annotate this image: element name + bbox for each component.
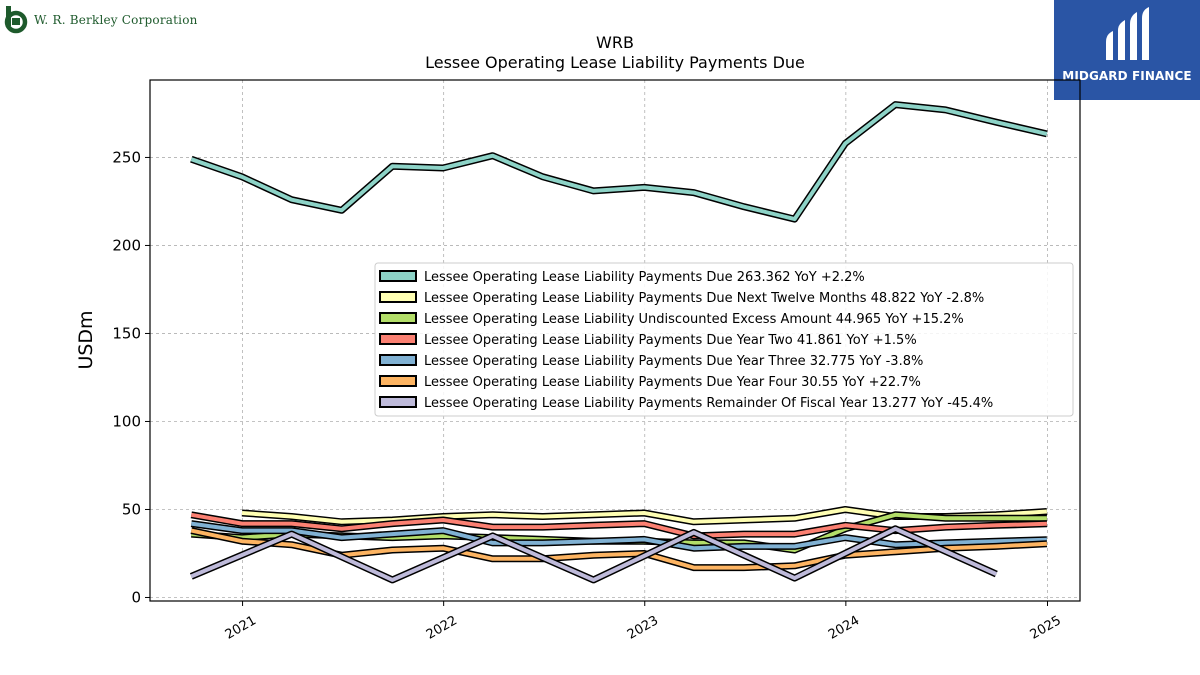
legend-swatch xyxy=(379,375,417,387)
legend-entry: Lessee Operating Lease Liability Payment… xyxy=(379,396,993,411)
legend-label: Lessee Operating Lease Liability Payment… xyxy=(424,270,865,285)
legend-entry: Lessee Operating Lease Liability Payment… xyxy=(379,375,921,390)
legend-label: Lessee Operating Lease Liability Payment… xyxy=(424,375,921,390)
series-outline xyxy=(190,101,1048,223)
series-line-7 xyxy=(189,525,998,584)
x-tick-label: 2023 xyxy=(625,613,661,643)
series-stroke xyxy=(190,526,998,582)
series-group xyxy=(189,101,1048,584)
legend-swatch xyxy=(379,333,417,345)
series-line-5 xyxy=(190,520,1047,552)
y-tick-label: 50 xyxy=(122,500,141,518)
legend-swatch xyxy=(379,291,417,303)
legend-box xyxy=(374,262,1074,417)
y-tick-label: 250 xyxy=(112,148,141,166)
berkley-logo-icon xyxy=(4,6,28,34)
legend-label: Lessee Operating Lease Liability Payment… xyxy=(424,396,993,411)
legend-entry: Lessee Operating Lease Liability Undisco… xyxy=(379,312,964,327)
y-tick-label: 200 xyxy=(112,236,141,254)
y-tick-label: 0 xyxy=(131,588,141,606)
legend-label: Lessee Operating Lease Liability Payment… xyxy=(424,354,923,369)
legend-swatch xyxy=(379,312,417,324)
x-tick-label: 2021 xyxy=(223,613,259,643)
x-tick-label: 2022 xyxy=(424,613,460,643)
legend-swatch xyxy=(379,396,417,408)
legend-label: Lessee Operating Lease Liability Payment… xyxy=(424,333,917,348)
plot-frame xyxy=(149,79,1081,602)
series-stroke xyxy=(191,521,1047,551)
legend: Lessee Operating Lease Liability Payment… xyxy=(374,262,1074,417)
y-tick-label: 150 xyxy=(112,324,141,342)
berkley-logo: W. R. Berkley Corporation xyxy=(4,4,198,36)
legend-entry: Lessee Operating Lease Liability Payment… xyxy=(379,333,917,348)
legend-label: Lessee Operating Lease Liability Undisco… xyxy=(424,312,964,327)
legend-swatch xyxy=(379,270,417,282)
x-tick-label: 2024 xyxy=(826,613,862,643)
x-tick-label: 2025 xyxy=(1028,613,1064,643)
berkley-name: W. R. Berkley Corporation xyxy=(34,13,198,27)
chart-title: WRB xyxy=(596,33,634,52)
midgard-logo: MIDGARD FINANCE xyxy=(1054,0,1200,100)
legend-swatch xyxy=(379,354,417,366)
legend-entry: Lessee Operating Lease Liability Payment… xyxy=(379,291,984,306)
legend-entry: Lessee Operating Lease Liability Payment… xyxy=(379,270,865,285)
chart-subtitle: Lessee Operating Lease Liability Payment… xyxy=(425,53,805,72)
legend-label: Lessee Operating Lease Liability Payment… xyxy=(424,291,984,306)
midgard-name: MIDGARD FINANCE xyxy=(1062,69,1192,83)
series-line-1 xyxy=(190,101,1048,223)
y-axis-label: USDm xyxy=(75,310,97,369)
legend-entry: Lessee Operating Lease Liability Payment… xyxy=(379,354,923,369)
y-tick-label: 100 xyxy=(112,412,141,430)
series-stroke xyxy=(190,102,1048,222)
midgard-logo-icon xyxy=(1106,7,1149,60)
